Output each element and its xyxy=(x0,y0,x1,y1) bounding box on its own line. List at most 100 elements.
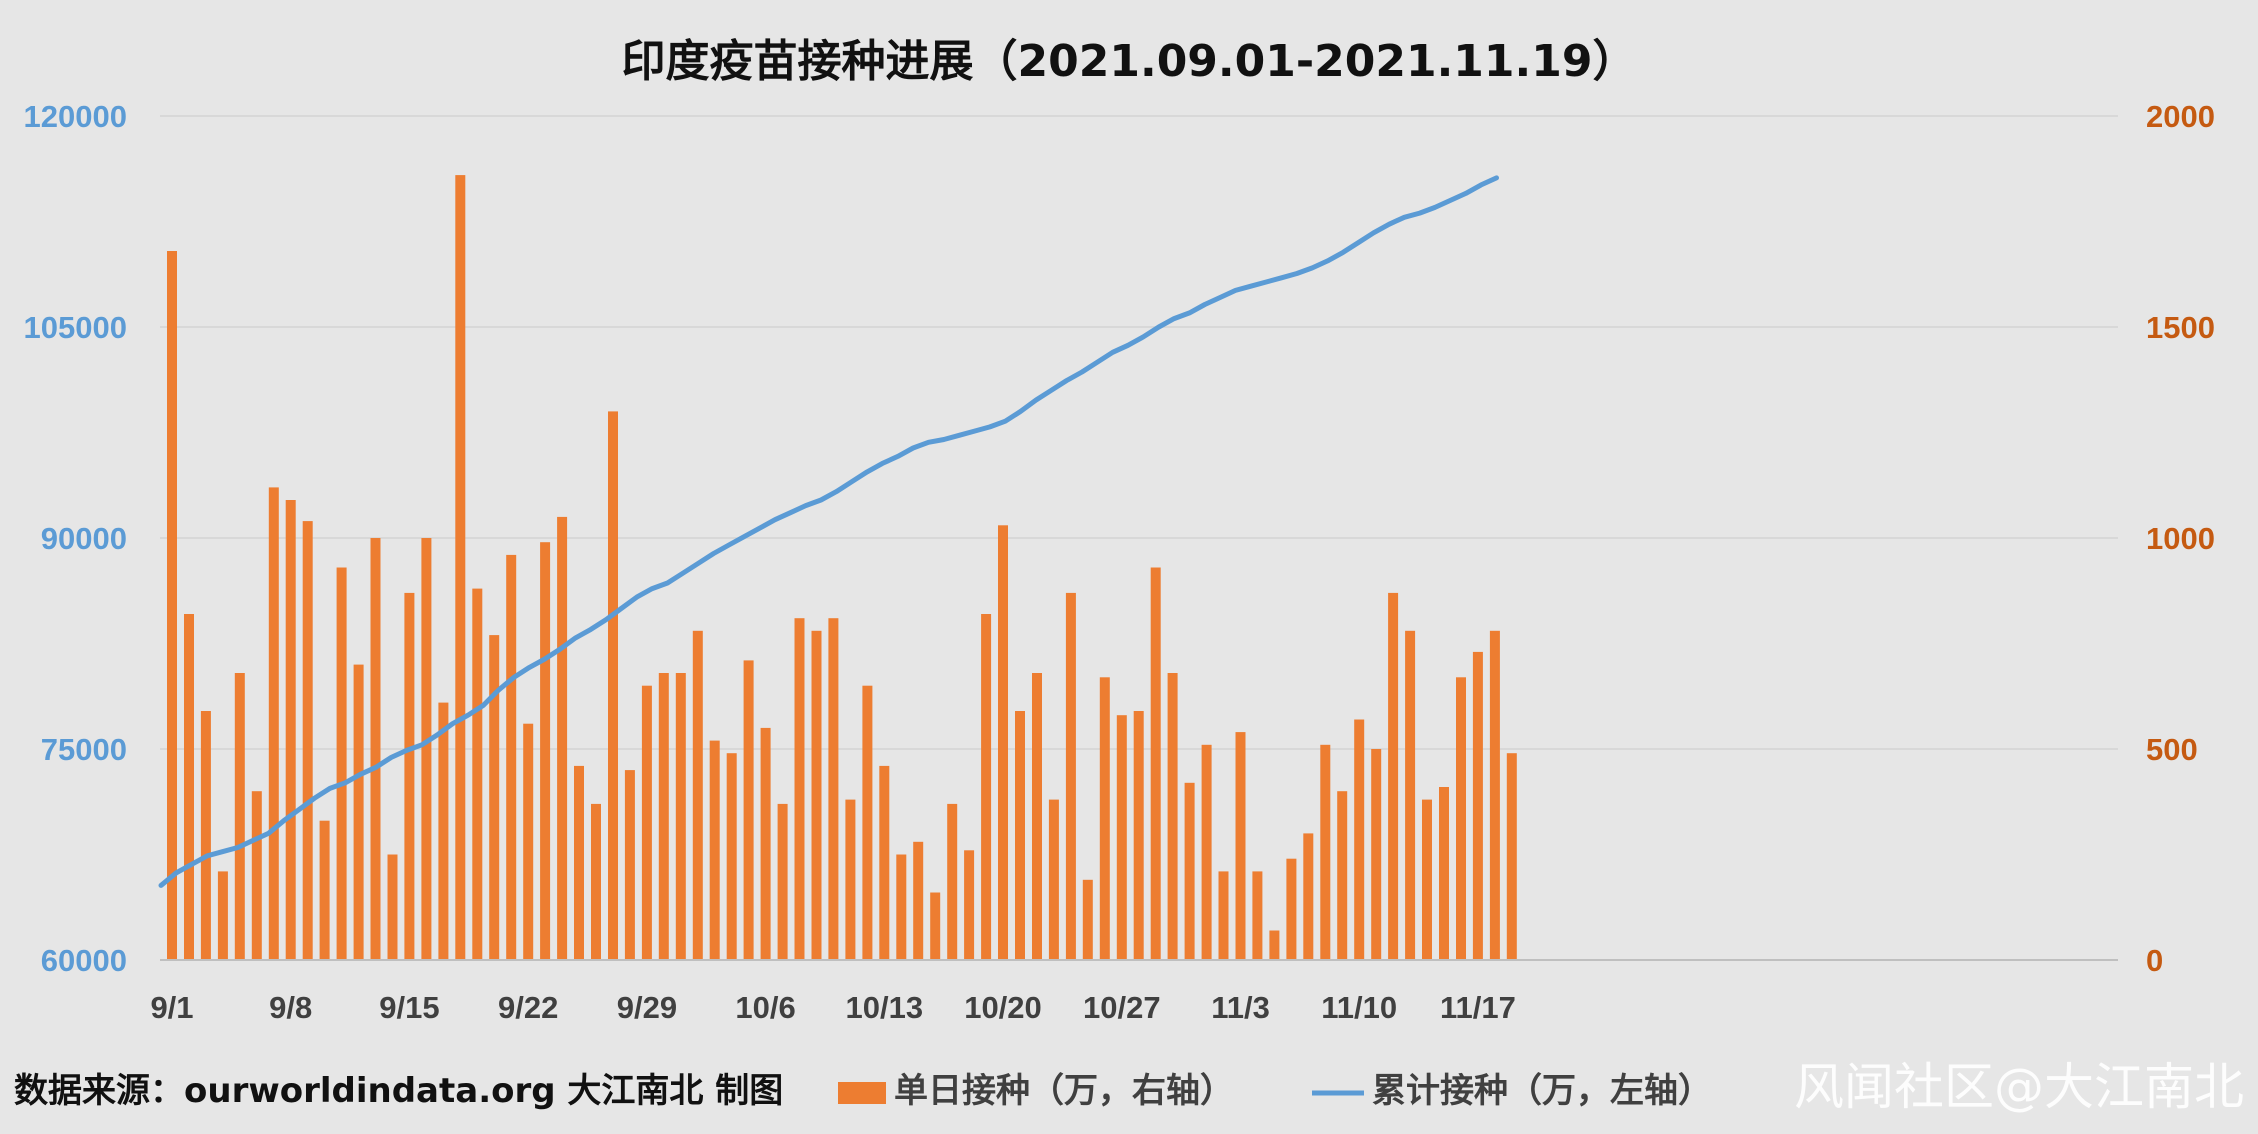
chart-title: 印度疫苗接种进展（2021.09.01-2021.11.19） xyxy=(622,36,1637,87)
x-tick-label: 10/13 xyxy=(846,990,924,1025)
daily-bar xyxy=(455,175,466,961)
daily-bar xyxy=(1354,719,1365,960)
daily-bar xyxy=(709,740,720,960)
daily-bar xyxy=(879,765,890,960)
right-tick-label: 0 xyxy=(2146,943,2163,978)
daily-bar xyxy=(1015,711,1025,960)
right-axis-ticks: 0 500 1000 1500 2000 xyxy=(2146,99,2215,978)
x-tick-label: 9/1 xyxy=(150,990,193,1025)
daily-bar xyxy=(1235,732,1246,960)
daily-bar xyxy=(1506,753,1517,960)
daily-bar xyxy=(1388,592,1399,960)
daily-bar xyxy=(1116,715,1127,960)
legend: 单日接种（万，右轴） 累计接种（万，左轴） xyxy=(838,1071,1712,1111)
daily-vaccination-bars xyxy=(167,175,1517,961)
left-tick-label: 75000 xyxy=(41,732,127,767)
daily-bar xyxy=(811,630,822,960)
daily-bar xyxy=(1371,749,1382,960)
daily-bar xyxy=(285,500,296,960)
x-tick-label: 9/22 xyxy=(498,990,558,1025)
daily-bar xyxy=(523,723,534,960)
legend-bar-label: 单日接种（万，右轴） xyxy=(894,1071,1234,1111)
daily-bar xyxy=(404,592,415,960)
daily-bar xyxy=(370,538,381,960)
daily-bar xyxy=(387,854,398,960)
daily-bar xyxy=(1337,791,1348,960)
daily-bar xyxy=(608,411,618,960)
daily-bar xyxy=(319,820,330,960)
daily-bar xyxy=(353,664,364,960)
daily-bar xyxy=(1252,871,1263,960)
cumulative-vaccination-line xyxy=(158,175,1499,888)
right-tick-label: 2000 xyxy=(2146,99,2215,134)
daily-bar xyxy=(421,538,432,960)
daily-bar xyxy=(1472,651,1483,960)
daily-bar xyxy=(624,770,635,960)
daily-bar xyxy=(557,516,568,960)
data-source-note: 数据来源：ourworldindata.org 大江南北 制图 xyxy=(14,1071,783,1111)
daily-bar xyxy=(896,854,907,960)
daily-bar xyxy=(845,799,856,960)
daily-bar xyxy=(1456,677,1466,960)
daily-bar xyxy=(506,554,517,960)
watermark-text: 风闻社区@大江南北 xyxy=(1794,1058,2244,1116)
daily-bar xyxy=(574,765,584,960)
daily-bar xyxy=(336,567,347,960)
right-tick-label: 1500 xyxy=(2146,310,2215,345)
daily-bar xyxy=(234,673,245,960)
daily-bar xyxy=(540,542,551,960)
daily-bar xyxy=(981,614,992,960)
daily-bar xyxy=(1405,630,1416,960)
x-tick-label: 11/10 xyxy=(1321,990,1397,1025)
daily-bar xyxy=(167,251,177,960)
right-tick-label: 1000 xyxy=(2146,521,2215,556)
daily-bar xyxy=(217,871,228,960)
left-tick-label: 120000 xyxy=(24,99,127,134)
daily-bar xyxy=(947,803,958,960)
daily-bar xyxy=(1133,711,1144,960)
daily-bar xyxy=(1422,799,1432,960)
daily-bar xyxy=(964,850,975,960)
daily-bar xyxy=(998,525,1008,960)
daily-bar xyxy=(743,660,754,960)
x-tick-label: 9/8 xyxy=(269,990,312,1025)
x-tick-label: 9/15 xyxy=(379,990,439,1025)
daily-bar xyxy=(1167,673,1178,960)
daily-bar xyxy=(930,892,941,960)
daily-bar xyxy=(489,635,500,960)
daily-bar xyxy=(760,727,771,960)
daily-bar xyxy=(1032,673,1042,960)
left-tick-label: 105000 xyxy=(24,310,127,345)
legend-line-label: 累计接种（万，左轴） xyxy=(1372,1071,1712,1111)
daily-bar xyxy=(1065,592,1076,960)
daily-bar xyxy=(862,685,873,960)
left-axis-ticks: 60000 75000 90000 105000 120000 xyxy=(24,99,127,978)
daily-bar xyxy=(794,618,805,960)
daily-bar xyxy=(1201,744,1212,960)
x-tick-label: 11/17 xyxy=(1440,990,1516,1025)
daily-bar xyxy=(1048,799,1059,960)
daily-bar xyxy=(692,630,703,960)
daily-bar xyxy=(1150,567,1161,960)
daily-bar xyxy=(1320,744,1331,960)
daily-bar xyxy=(1099,677,1110,960)
x-tick-label: 11/3 xyxy=(1211,990,1270,1025)
daily-bar xyxy=(828,618,839,960)
daily-bar xyxy=(777,803,788,960)
daily-bar xyxy=(1184,782,1195,960)
daily-bar xyxy=(1303,833,1314,960)
daily-bar xyxy=(913,841,924,960)
legend-bar-swatch xyxy=(838,1082,886,1104)
daily-bar xyxy=(268,487,279,960)
x-tick-label: 10/27 xyxy=(1083,990,1161,1025)
daily-bar xyxy=(438,702,449,960)
daily-bar xyxy=(1218,871,1229,960)
daily-bar xyxy=(675,673,686,960)
daily-bar xyxy=(472,588,483,960)
x-axis-ticks: 9/1 9/8 9/15 9/22 9/29 10/6 10/13 10/20 10/27 11/… xyxy=(150,990,1515,1025)
daily-bar xyxy=(641,685,652,960)
daily-bar xyxy=(658,673,669,960)
